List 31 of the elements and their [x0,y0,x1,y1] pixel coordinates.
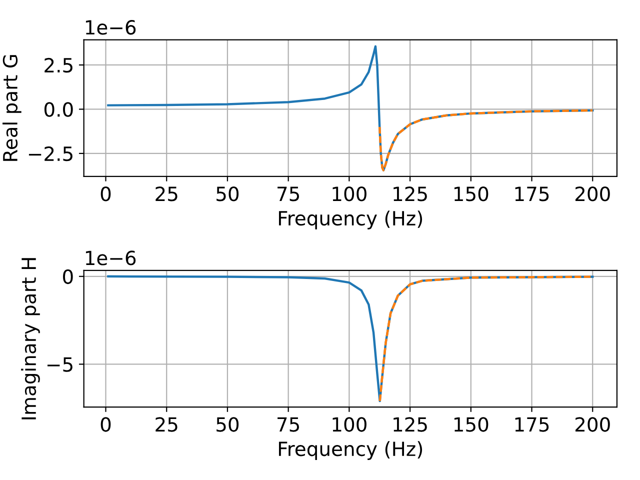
x-tick-label: 175 [515,186,549,202]
y-tick-label: 0.0 [44,102,73,117]
x-tick-label: 125 [394,417,427,432]
line-series [378,109,594,172]
x-tick-label: 125 [394,186,427,202]
line-series [107,275,594,402]
x-tick-label: 150 [454,417,488,432]
y-axis-title: Imaginary part H [21,258,40,420]
x-tick-label: 175 [515,417,549,432]
y-tick-label: 2.5 [44,58,72,73]
y-tick-label: 0 [63,269,73,284]
x-tick-label: 25 [156,417,178,432]
x-tick-label: 200 [575,417,610,432]
x-axis-title: Frequency (Hz) [278,210,422,230]
x-tick-label: 50 [216,186,239,202]
x-tick-label: 50 [216,417,239,432]
x-tick-label: 25 [156,186,178,202]
x-tick-label: 100 [332,417,366,432]
x-tick-label: 100 [332,186,366,202]
x-tick-label: 0 [100,417,111,432]
text: 1e−6 [86,20,136,35]
x-tick-label: 200 [575,186,610,202]
x-tick-label: 75 [278,417,299,432]
text: 1e−6 [86,250,136,266]
x-tick-label: 75 [278,186,299,202]
y-axis-title: Real part G [2,55,22,161]
x-axis-title: Frequency (Hz) [278,441,422,460]
x-tick-label: 0 [100,186,111,202]
y-tick-label: −5 [48,357,72,372]
x-tick-label: 150 [454,186,488,202]
y-tick-label: −2.5 [28,146,72,162]
